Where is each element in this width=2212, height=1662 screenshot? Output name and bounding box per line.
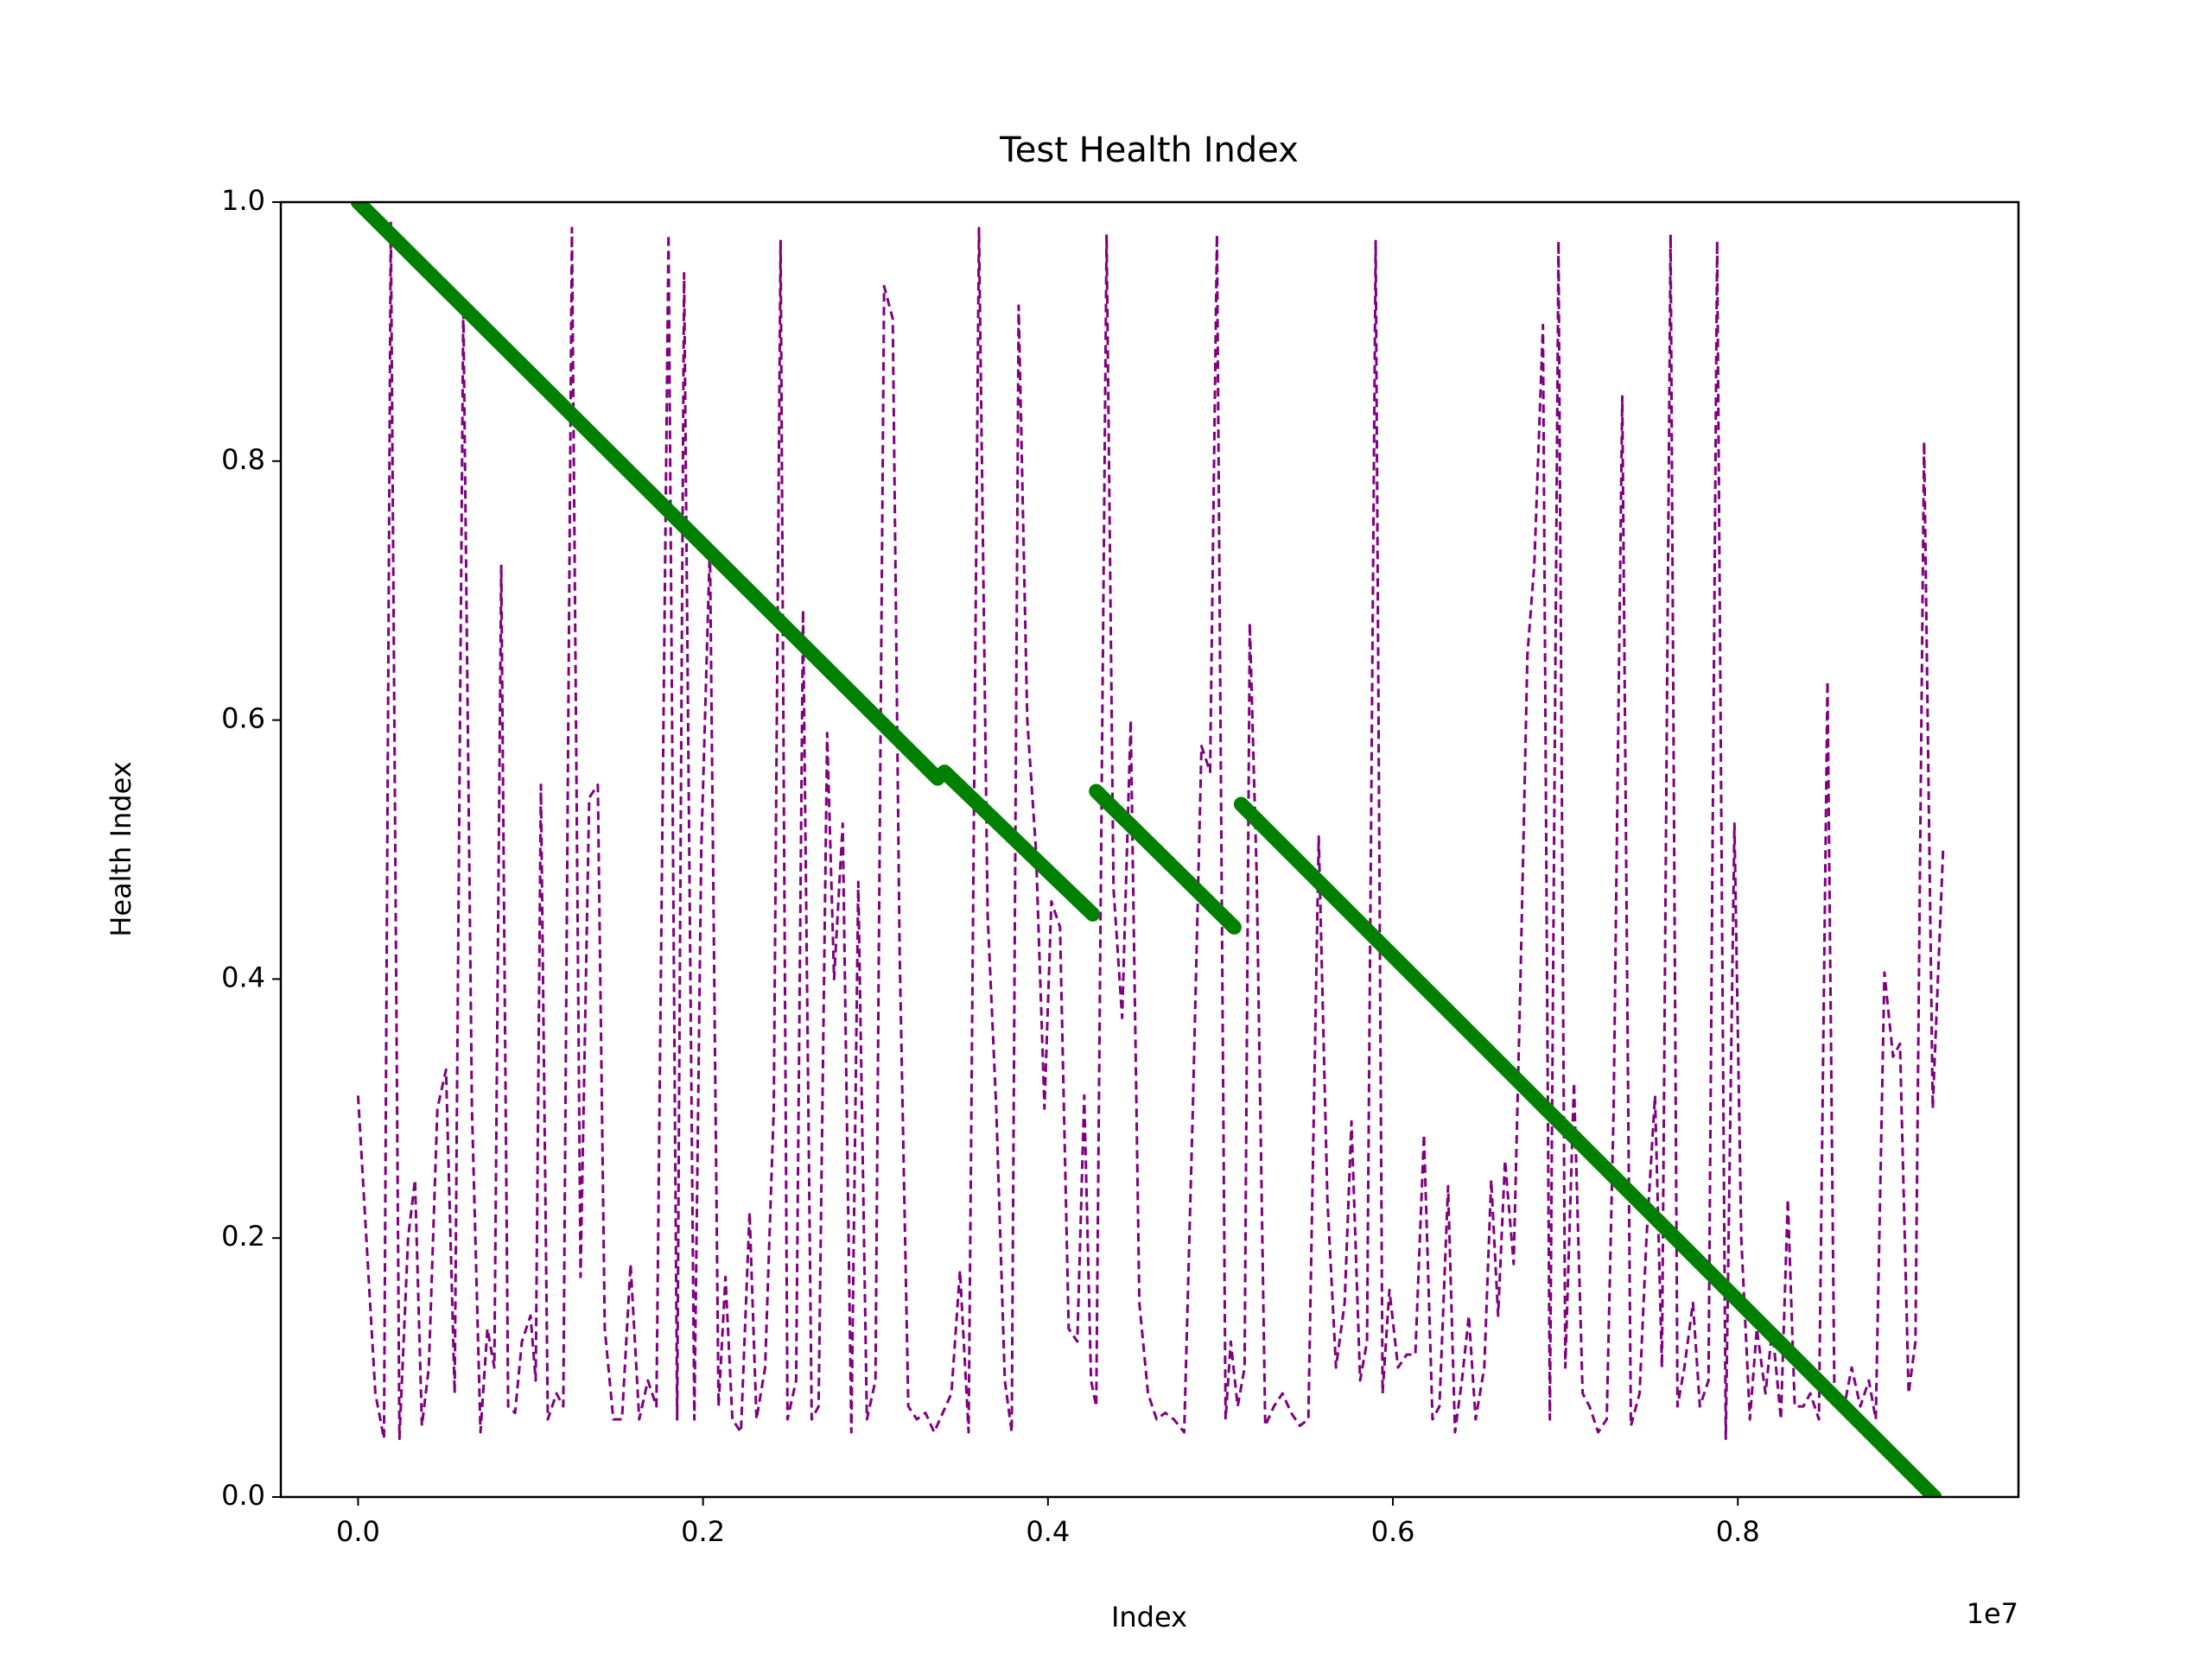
y-tick-label: 0.2 <box>221 1220 265 1253</box>
series-line <box>350 202 1101 922</box>
x-offset-label: 1e7 <box>1967 1597 2018 1630</box>
y-tick-label: 0.8 <box>221 443 265 476</box>
x-axis-label: Index <box>1111 1601 1187 1633</box>
y-tick-label: 1.0 <box>221 184 265 217</box>
y-axis-label: Health Index <box>105 761 137 936</box>
x-tick-label: 0.4 <box>1026 1515 1070 1548</box>
y-tick-label: 0.4 <box>221 961 265 993</box>
chart-title: Test Health Index <box>999 130 1299 170</box>
series-line <box>1089 783 1242 935</box>
series-line <box>1233 796 1942 1497</box>
plot-frame <box>279 200 2020 1499</box>
x-tick-label: 0.6 <box>1371 1515 1415 1548</box>
x-tick-label: 0.0 <box>336 1515 380 1548</box>
x-tick-label: 0.8 <box>1716 1515 1760 1548</box>
series-line <box>356 220 1945 1440</box>
y-tick-label: 0.0 <box>221 1479 265 1512</box>
y-tick-label: 0.6 <box>221 702 265 735</box>
x-tick-label: 0.2 <box>681 1515 725 1548</box>
